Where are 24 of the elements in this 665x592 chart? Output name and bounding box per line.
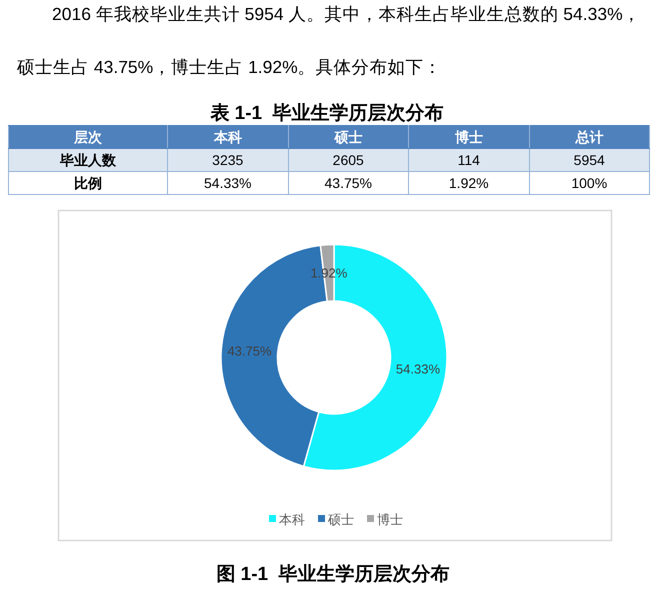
data-label: 54.33% bbox=[396, 361, 440, 376]
text: 114 bbox=[408, 148, 529, 172]
text: 本科 bbox=[168, 126, 288, 148]
legend-label: 本科 bbox=[279, 512, 305, 527]
text: 54.33% bbox=[168, 172, 288, 194]
legend-label: 博士 bbox=[377, 512, 403, 527]
text: 2016 年我校毕业生共计 5954 人。其中，本科生占毕业生总数的 54.33%，硕士生占 43.75%，博士生占 1.92%。具体分布如下： bbox=[17, 4, 641, 77]
text: 博士 bbox=[408, 126, 529, 148]
text: 图 1-1 毕业生学历层次分布 bbox=[216, 563, 450, 585]
text: 层次 bbox=[8, 126, 168, 148]
legend-label: 硕士 bbox=[327, 512, 354, 527]
text: 3235 bbox=[168, 148, 288, 172]
text: 表 1-1 毕业生学历层次分布 bbox=[209, 102, 445, 126]
text: 43.75% bbox=[288, 172, 408, 194]
text: 总计 bbox=[529, 126, 650, 148]
text: 1.92% bbox=[408, 172, 529, 194]
text: 5954 bbox=[529, 148, 650, 172]
data-label: 43.75% bbox=[227, 344, 272, 359]
text: 硕士 bbox=[288, 126, 408, 148]
text: 毕业人数 bbox=[8, 148, 168, 172]
text: 2605 bbox=[288, 148, 408, 172]
text: 比例 bbox=[8, 172, 168, 194]
data-label: 1.92% bbox=[310, 265, 348, 280]
text: 100% bbox=[529, 172, 650, 194]
